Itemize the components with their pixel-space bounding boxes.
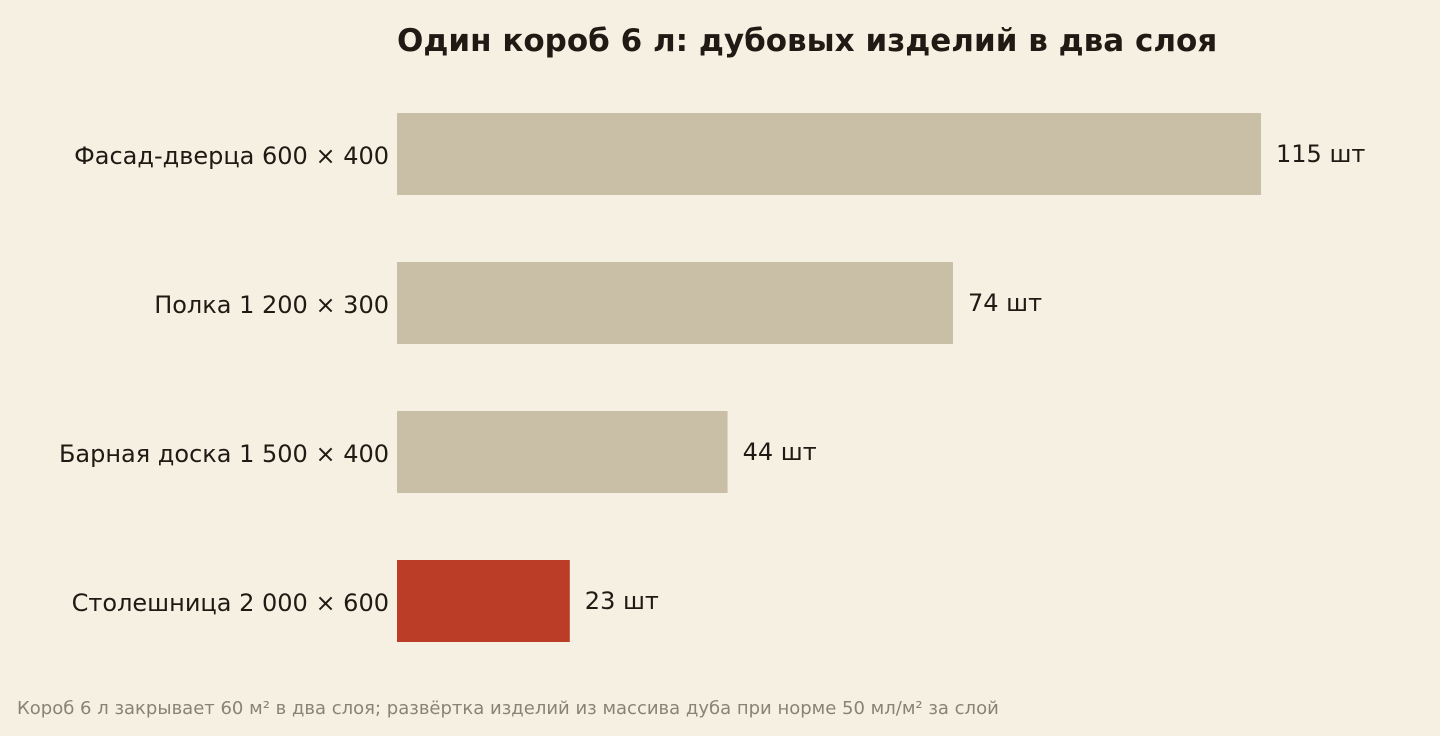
category-label-4: Столешница 2 000 × 600 bbox=[72, 589, 389, 617]
value-label-2: 74 шт bbox=[968, 289, 1042, 317]
value-label-1: 115 шт bbox=[1276, 140, 1365, 168]
bar-2 bbox=[397, 262, 953, 344]
bar-1 bbox=[397, 113, 1261, 195]
bar-3 bbox=[397, 411, 728, 493]
bar-4 bbox=[397, 560, 570, 642]
category-label-1: Фасад-дверца 600 × 400 bbox=[74, 142, 389, 170]
bars-group: Фасад-дверца 600 × 400 115 шт Полка 1 200 … bbox=[59, 113, 1365, 642]
value-label-3: 44 шт bbox=[743, 438, 817, 466]
chart-title: Один короб 6 л: дубовых изделий в два сл… bbox=[397, 23, 1217, 59]
category-label-2: Полка 1 200 × 300 bbox=[154, 291, 389, 319]
footnote: Короб 6 л закрывает 60 м² в два слоя; ра… bbox=[17, 698, 999, 719]
category-label-3: Барная доска 1 500 × 400 bbox=[59, 440, 389, 468]
value-label-4: 23 шт bbox=[585, 587, 659, 615]
